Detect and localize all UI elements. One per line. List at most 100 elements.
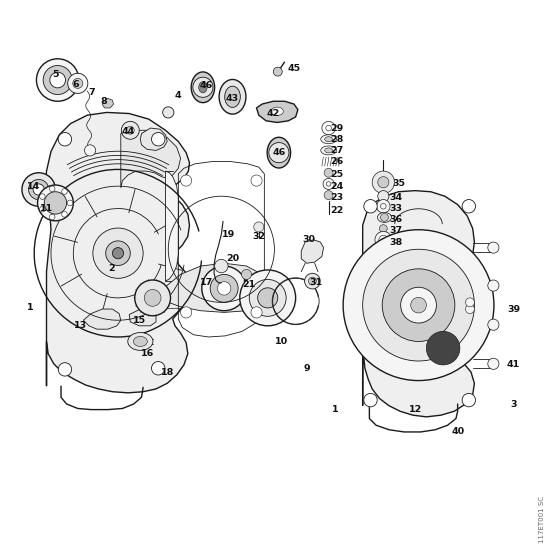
Circle shape [49, 186, 55, 192]
Text: 45: 45 [287, 64, 301, 73]
Ellipse shape [191, 72, 214, 102]
Circle shape [258, 288, 278, 308]
Text: 41: 41 [507, 361, 520, 370]
Text: 40: 40 [451, 427, 464, 436]
Text: 31: 31 [310, 278, 323, 287]
Text: 1: 1 [26, 304, 33, 312]
Text: 37: 37 [390, 226, 403, 235]
Ellipse shape [128, 333, 153, 351]
Ellipse shape [321, 146, 337, 155]
Circle shape [217, 282, 231, 295]
Circle shape [324, 168, 333, 177]
Polygon shape [45, 113, 189, 393]
Ellipse shape [271, 107, 283, 115]
Text: 24: 24 [330, 181, 344, 190]
Text: 23: 23 [330, 193, 343, 202]
Circle shape [33, 184, 44, 195]
Circle shape [40, 194, 45, 199]
Circle shape [377, 199, 390, 213]
Circle shape [488, 242, 499, 253]
Circle shape [364, 393, 377, 407]
Ellipse shape [225, 86, 240, 108]
Circle shape [202, 266, 246, 311]
Text: 26: 26 [330, 157, 344, 166]
Circle shape [343, 230, 494, 381]
Circle shape [67, 200, 73, 206]
Circle shape [85, 145, 96, 156]
Circle shape [152, 362, 165, 375]
Circle shape [180, 175, 192, 186]
Text: 46: 46 [272, 148, 286, 157]
Polygon shape [163, 263, 268, 312]
Text: 3: 3 [510, 399, 517, 408]
Circle shape [152, 133, 165, 146]
Polygon shape [256, 101, 298, 123]
Circle shape [163, 107, 174, 118]
Circle shape [273, 67, 282, 76]
Ellipse shape [267, 137, 291, 168]
Text: 46: 46 [199, 81, 213, 90]
Text: 28: 28 [330, 135, 344, 144]
Text: 117ET001 SC: 117ET001 SC [539, 496, 545, 543]
Circle shape [400, 287, 436, 323]
Circle shape [240, 270, 296, 326]
Text: 8: 8 [100, 97, 107, 106]
Ellipse shape [133, 337, 147, 347]
Circle shape [106, 241, 130, 265]
Polygon shape [102, 99, 114, 108]
Polygon shape [141, 128, 167, 151]
Polygon shape [166, 171, 178, 281]
Text: 4: 4 [175, 91, 181, 100]
Text: 7: 7 [88, 88, 95, 97]
Circle shape [426, 332, 460, 365]
Polygon shape [129, 309, 156, 326]
Text: 14: 14 [26, 181, 40, 190]
Circle shape [44, 192, 67, 214]
Text: 6: 6 [73, 80, 80, 89]
Circle shape [50, 72, 66, 88]
Text: 5: 5 [52, 70, 59, 79]
Text: 35: 35 [392, 179, 405, 188]
Circle shape [269, 143, 289, 163]
Text: 1: 1 [332, 405, 338, 414]
Text: 20: 20 [226, 254, 239, 263]
Text: 17: 17 [199, 278, 213, 287]
Circle shape [378, 176, 389, 188]
Circle shape [62, 189, 67, 194]
Text: 25: 25 [330, 170, 343, 180]
Ellipse shape [377, 212, 391, 222]
Circle shape [68, 73, 88, 94]
Circle shape [410, 297, 426, 313]
Circle shape [323, 178, 334, 189]
Text: 32: 32 [252, 232, 265, 241]
Circle shape [465, 298, 474, 307]
Circle shape [380, 225, 388, 232]
Ellipse shape [321, 135, 337, 144]
Circle shape [36, 59, 79, 101]
Circle shape [127, 127, 134, 134]
Circle shape [309, 277, 316, 285]
Text: 12: 12 [409, 405, 422, 414]
Text: 42: 42 [267, 109, 280, 118]
Circle shape [144, 290, 161, 306]
Circle shape [249, 279, 286, 316]
Text: 15: 15 [133, 316, 146, 325]
Text: 30: 30 [302, 235, 315, 244]
Text: 21: 21 [242, 280, 256, 289]
Text: 9: 9 [304, 364, 310, 373]
Circle shape [113, 248, 124, 259]
Circle shape [135, 280, 170, 316]
Text: 2: 2 [108, 264, 115, 273]
Text: 44: 44 [122, 128, 135, 137]
Text: 22: 22 [330, 206, 344, 214]
Circle shape [462, 199, 475, 213]
Circle shape [251, 307, 262, 318]
Circle shape [210, 274, 238, 302]
Circle shape [488, 358, 499, 370]
Text: 33: 33 [390, 204, 403, 213]
Circle shape [73, 78, 83, 88]
Circle shape [462, 393, 475, 407]
Polygon shape [121, 130, 180, 188]
Circle shape [305, 273, 320, 289]
Text: 43: 43 [226, 94, 239, 103]
